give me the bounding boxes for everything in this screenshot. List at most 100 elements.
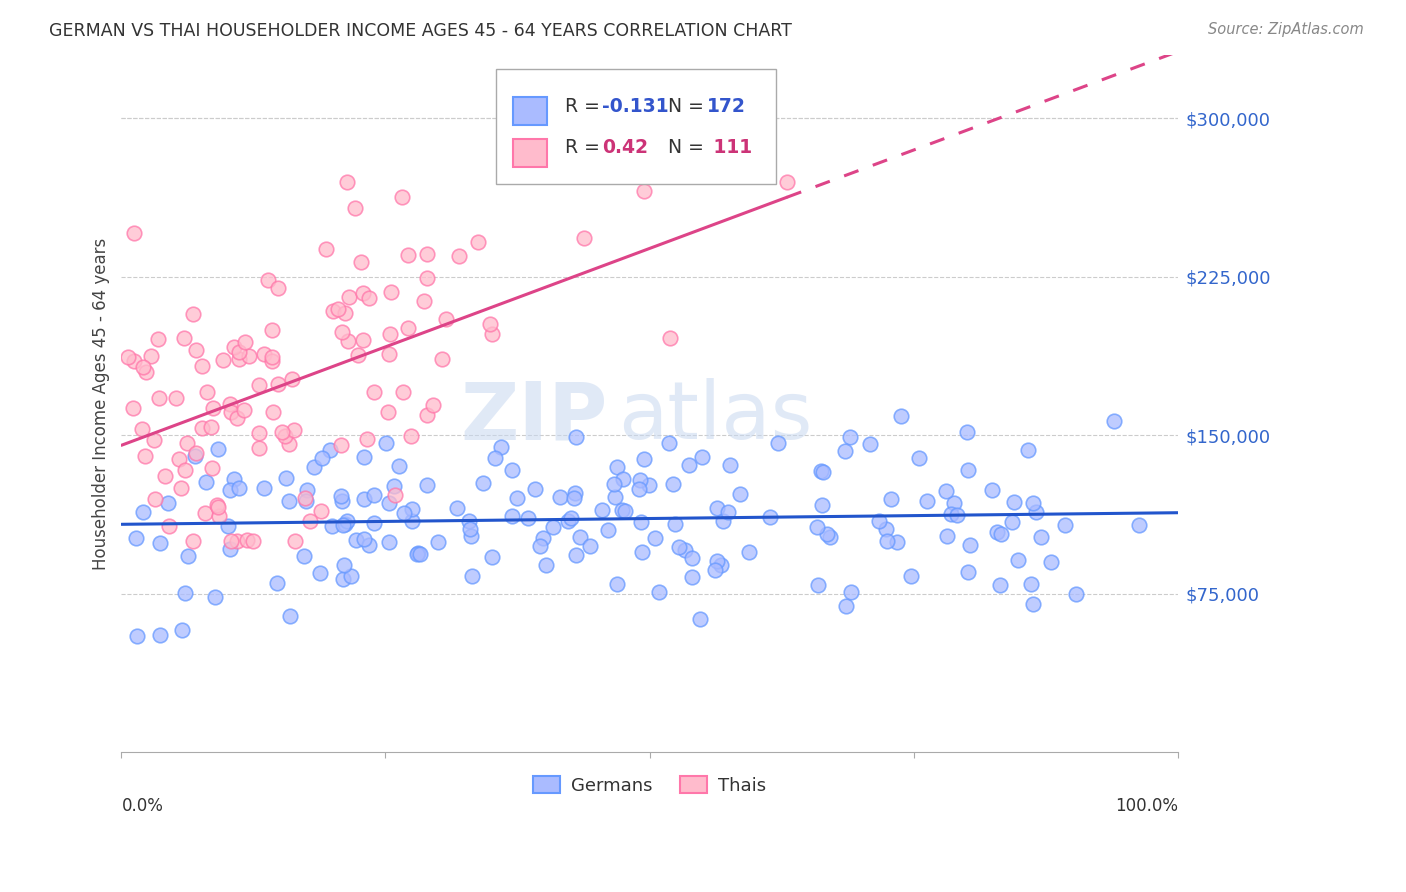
Point (533, 532, 555, 546)
Point (591, 502, 613, 516)
Point (689, 612, 711, 626)
Point (122, 401, 145, 415)
Point (806, 520, 828, 534)
Point (271, 425, 294, 439)
Point (630, 545, 652, 559)
Point (900, 568, 922, 582)
Point (177, 549, 200, 563)
Point (212, 353, 235, 368)
Text: 0.42: 0.42 (602, 138, 648, 157)
Point (219, 483, 242, 498)
Point (479, 317, 502, 331)
Point (357, 538, 380, 552)
Point (344, 533, 367, 548)
Point (647, 584, 669, 599)
Point (572, 231, 595, 245)
Text: 172: 172 (707, 96, 745, 115)
Point (427, 534, 450, 549)
Point (122, 354, 145, 368)
Point (446, 501, 468, 516)
Y-axis label: Householder Income Ages 45 - 64 years: Householder Income Ages 45 - 64 years (93, 237, 110, 570)
Point (603, 491, 626, 505)
Point (167, 451, 190, 466)
Point (257, 272, 280, 286)
Point (876, 533, 898, 548)
Point (281, 372, 304, 386)
Point (218, 396, 240, 410)
Point (309, 504, 332, 518)
Point (266, 377, 288, 392)
Point (401, 501, 423, 516)
Point (131, 422, 153, 436)
Point (810, 498, 832, 512)
Point (447, 249, 470, 263)
Point (207, 500, 229, 515)
Point (156, 496, 179, 510)
Point (633, 184, 655, 198)
Point (131, 505, 153, 519)
Point (391, 190, 413, 204)
Point (274, 471, 297, 485)
Point (253, 481, 276, 495)
Point (219, 405, 242, 419)
Point (565, 430, 588, 444)
Point (943, 496, 966, 510)
Point (409, 547, 432, 561)
Point (356, 432, 378, 446)
Point (766, 435, 789, 450)
Point (332, 325, 354, 339)
Point (363, 384, 385, 399)
Point (149, 628, 172, 642)
Point (347, 348, 370, 362)
Point (501, 509, 523, 524)
Point (673, 543, 696, 558)
Point (720, 458, 742, 472)
Point (606, 577, 628, 591)
Point (630, 515, 652, 529)
Point (352, 334, 374, 348)
Point (169, 481, 191, 495)
Point (416, 271, 439, 285)
Point (278, 608, 301, 623)
Point (219, 542, 242, 557)
Point (352, 286, 374, 301)
Point (377, 405, 399, 419)
Point (378, 347, 401, 361)
Point (658, 435, 681, 450)
Point (181, 307, 204, 321)
Point (176, 436, 198, 450)
FancyBboxPatch shape (496, 69, 776, 184)
Point (759, 510, 782, 524)
Point (205, 498, 228, 512)
Point (219, 533, 242, 548)
Point (336, 175, 359, 189)
Point (122, 226, 145, 240)
Point (706, 554, 728, 568)
Point (391, 384, 413, 399)
Text: ZIP: ZIP (460, 378, 607, 457)
Point (935, 529, 957, 543)
Point (377, 535, 399, 549)
Point (820, 530, 842, 544)
Point (135, 365, 157, 379)
Point (343, 201, 366, 215)
Text: Source: ZipAtlas.com: Source: ZipAtlas.com (1208, 22, 1364, 37)
Point (529, 540, 551, 554)
Point (333, 306, 356, 320)
Point (813, 465, 835, 479)
Point (318, 443, 340, 458)
Point (349, 254, 371, 268)
Point (247, 425, 270, 440)
Point (336, 515, 359, 529)
Point (776, 175, 799, 189)
Point (202, 401, 225, 415)
Point (834, 443, 856, 458)
Point (815, 527, 838, 541)
Point (225, 410, 247, 425)
Point (252, 347, 274, 361)
Point (262, 350, 284, 364)
Point (292, 549, 315, 564)
Point (610, 502, 633, 516)
Legend: Germans, Thais: Germans, Thais (526, 769, 773, 802)
Point (330, 489, 353, 503)
